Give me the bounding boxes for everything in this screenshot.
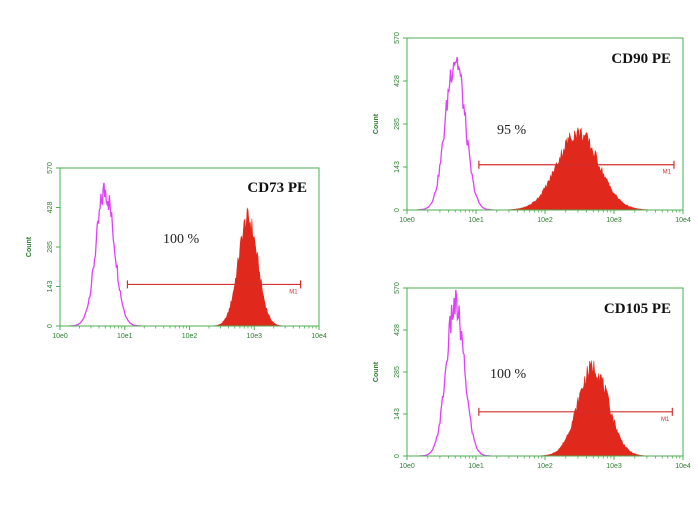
y-tick-label: 143 bbox=[394, 408, 401, 420]
histogram-panel-cd105: M1 10e0 10e1 10e2 10e3 10e4 0 143 285 428 570 CD1… bbox=[373, 282, 691, 470]
plot-area: M1 bbox=[416, 56, 675, 211]
x-tick-label: 10e3 bbox=[606, 463, 622, 470]
panel-title: CD105 PE bbox=[604, 301, 671, 317]
y-tick-label: 285 bbox=[394, 366, 401, 378]
y-tick-label: 428 bbox=[394, 75, 401, 87]
x-tick-label: 10e0 bbox=[399, 217, 415, 224]
axes: 10e0 10e1 10e2 10e3 10e4 0 143 285 428 570 bbox=[394, 32, 691, 224]
y-tick-label: 0 bbox=[394, 208, 401, 212]
y-tick-label: 570 bbox=[394, 282, 401, 294]
x-tick-label: 10e1 bbox=[468, 463, 484, 470]
isotype-control-histogram bbox=[416, 56, 494, 211]
panel-title: CD73 PE bbox=[247, 180, 307, 196]
x-tick-label: 10e4 bbox=[675, 217, 691, 224]
x-tick-label: 10e0 bbox=[52, 333, 68, 340]
plot-area: M1 bbox=[68, 182, 302, 327]
y-tick-label: 428 bbox=[47, 202, 54, 214]
x-tick-label: 10e3 bbox=[606, 217, 622, 224]
panel-title: CD90 PE bbox=[611, 51, 671, 67]
x-tick-label: 10e0 bbox=[399, 463, 415, 470]
histogram-panel-cd90: M1 10e0 10e1 10e2 10e3 10e4 0 143 285 428 570 CD9… bbox=[373, 32, 691, 224]
y-axis-title: Count bbox=[373, 113, 380, 134]
y-axis-title: Count bbox=[26, 236, 33, 257]
percent-positive-label: 95 % bbox=[497, 123, 527, 138]
x-tick-label: 10e4 bbox=[311, 333, 327, 340]
y-tick-label: 285 bbox=[394, 118, 401, 130]
y-tick-label: 570 bbox=[394, 32, 401, 44]
percent-positive-label: 100 % bbox=[163, 232, 200, 247]
plot-area: M1 bbox=[419, 289, 673, 457]
y-tick-label: 0 bbox=[47, 324, 54, 328]
y-tick-label: 143 bbox=[394, 161, 401, 173]
positive-population-histogram bbox=[532, 360, 654, 457]
x-tick-label: 10e2 bbox=[537, 217, 553, 224]
y-tick-label: 143 bbox=[47, 281, 54, 293]
axes: 10e0 10e1 10e2 10e3 10e4 0 143 285 428 570 bbox=[47, 162, 327, 340]
x-tick-label: 10e1 bbox=[117, 333, 133, 340]
marker-gate-label: M1 bbox=[663, 170, 672, 176]
y-axis-title: Count bbox=[373, 361, 380, 382]
histogram-panel-cd73: M1 10e0 10e1 10e2 10e3 10e4 0 143 285 428 570 CD7… bbox=[26, 162, 327, 340]
marker-gate-label: M1 bbox=[661, 417, 670, 423]
x-tick-label: 10e2 bbox=[182, 333, 198, 340]
y-tick-label: 285 bbox=[47, 241, 54, 253]
y-tick-label: 570 bbox=[47, 162, 54, 174]
isotype-control-histogram bbox=[419, 289, 491, 457]
isotype-control-histogram bbox=[68, 182, 142, 327]
percent-positive-label: 100 % bbox=[490, 367, 527, 382]
x-tick-label: 10e1 bbox=[468, 217, 484, 224]
positive-population-histogram bbox=[495, 127, 661, 211]
axes: 10e0 10e1 10e2 10e3 10e4 0 143 285 428 570 bbox=[394, 282, 691, 470]
x-tick-label: 10e4 bbox=[675, 463, 691, 470]
x-tick-label: 10e2 bbox=[537, 463, 553, 470]
x-tick-label: 10e3 bbox=[246, 333, 262, 340]
marker-gate-label: M1 bbox=[289, 289, 298, 295]
y-tick-label: 428 bbox=[394, 324, 401, 336]
positive-population-histogram bbox=[209, 207, 287, 327]
y-tick-label: 0 bbox=[394, 454, 401, 458]
